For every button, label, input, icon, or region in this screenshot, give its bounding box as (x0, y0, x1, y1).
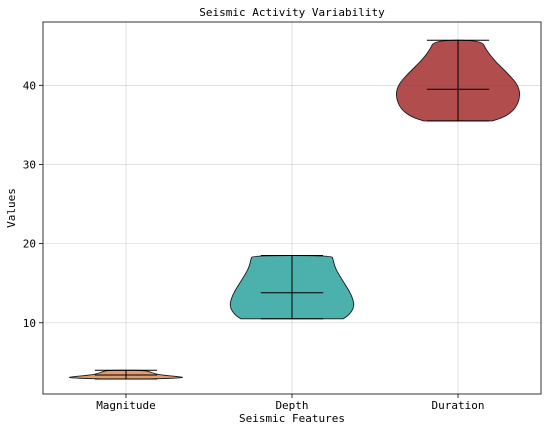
y-tick-label: 10 (23, 317, 36, 330)
x-axis-label: Seismic Features (239, 412, 345, 425)
x-tick-label: Depth (275, 399, 308, 412)
x-tick-label: Duration (432, 399, 485, 412)
y-tick-label: 40 (23, 79, 36, 92)
chart-title: Seismic Activity Variability (199, 6, 385, 19)
tick-layer: Magnitude Depth Duration 10 20 30 40 (23, 79, 485, 412)
y-tick-label: 30 (23, 158, 36, 171)
x-tick-label: Magnitude (96, 399, 156, 412)
violin-layer (69, 39, 521, 380)
y-axis-label: Values (5, 188, 18, 228)
y-tick-label: 20 (23, 238, 36, 251)
